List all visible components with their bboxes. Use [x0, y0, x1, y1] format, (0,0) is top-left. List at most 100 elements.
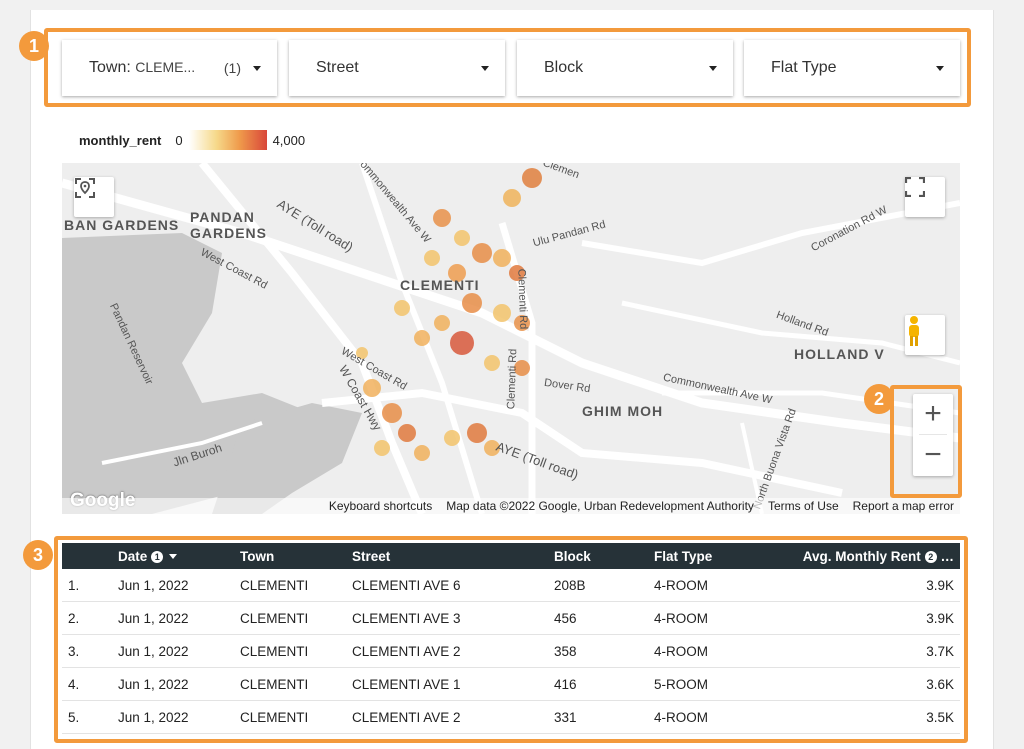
map-area-label: PANDAN GARDENS — [190, 209, 268, 241]
zoom-divider — [919, 434, 947, 435]
map-attribution: Keyboard shortcuts Map data ©2022 Google… — [62, 498, 960, 514]
callout-number: 3 — [23, 540, 53, 570]
map-area-label: BAN GARDENS — [64, 217, 180, 233]
flat-type-cell: 5-ROOM — [648, 667, 770, 701]
zoom-controls: + − — [913, 394, 953, 476]
info-icon[interactable]: 1 — [151, 550, 164, 563]
table-row[interactable]: 1. Jun 1, 2022 CLEMENTI CLEMENTI AVE 6 2… — [62, 569, 960, 602]
location-pin-icon — [75, 178, 95, 198]
block-cell: 331 — [548, 700, 648, 734]
location-button[interactable] — [74, 177, 114, 217]
town-cell: CLEMENTI — [234, 700, 346, 734]
block-filter-label: Block — [544, 59, 584, 76]
town-cell: CLEMENTI — [234, 601, 346, 635]
chevron-down-icon — [709, 65, 717, 71]
street-cell: CLEMENTI AVE 1 — [346, 667, 548, 701]
block-header[interactable]: Block — [554, 548, 591, 564]
info-icon[interactable]: 2 — [924, 550, 937, 563]
table-row[interactable]: 2. Jun 1, 2022 CLEMENTI CLEMENTI AVE 3 4… — [62, 601, 960, 635]
pegman-icon — [909, 316, 919, 346]
row-index: 1. — [62, 569, 112, 602]
block-cell: 358 — [548, 634, 648, 668]
row-index: 5. — [62, 700, 112, 734]
block-filter[interactable]: Block — [517, 40, 733, 96]
town-filter-value: CLEME... — [135, 59, 196, 75]
flat-type-header[interactable]: Flat Type — [654, 548, 713, 564]
town-filter-label-wrap: Town: CLEME... — [89, 59, 196, 76]
flat-type-filter-label: Flat Type — [771, 59, 837, 76]
street-cell: CLEMENTI AVE 3 — [346, 601, 548, 635]
block-cell: 416 — [548, 667, 648, 701]
town-filter-label: Town — [89, 59, 127, 76]
callout-box-table — [54, 536, 968, 743]
row-index: 3. — [62, 634, 112, 668]
date-cell: Jun 1, 2022 — [112, 700, 234, 734]
date-header[interactable]: Date 1 — [112, 543, 234, 569]
rent-header-label: Avg. Monthly Rent — [802, 548, 921, 564]
street-filter[interactable]: Street — [289, 40, 505, 96]
chevron-down-icon — [253, 65, 261, 71]
rent-cell: 3.7K — [770, 634, 960, 668]
terms-link[interactable]: Terms of Use — [767, 499, 839, 513]
flat-type-cell: 4-ROOM — [648, 634, 770, 668]
callout-number: 2 — [864, 384, 894, 414]
chevron-down-icon — [936, 65, 944, 71]
table-row[interactable]: 4. Jun 1, 2022 CLEMENTI CLEMENTI AVE 1 4… — [62, 667, 960, 701]
legend-max: 4,000 — [272, 132, 306, 148]
keyboard-shortcuts-link[interactable]: Keyboard shortcuts — [328, 499, 433, 513]
rent-cell: 3.9K — [770, 569, 960, 602]
chevron-down-icon — [481, 65, 489, 71]
street-header[interactable]: Street — [352, 548, 391, 564]
block-cell: 208B — [548, 569, 648, 602]
street-cell: CLEMENTI AVE 2 — [346, 634, 548, 668]
map-data-text: Map data ©2022 Google, Urban Redevelopme… — [446, 499, 754, 513]
zoom-in-button[interactable]: + — [924, 397, 942, 430]
rent-cell: 3.9K — [770, 601, 960, 635]
map-area-label: GHIM MOH — [582, 403, 664, 419]
town-filter-count: (1) — [223, 60, 241, 76]
sort-desc-icon[interactable] — [169, 554, 178, 560]
callout-number: 1 — [19, 31, 49, 61]
rent-cell: 3.6K — [770, 667, 960, 701]
legend-title: monthly_rent — [79, 132, 162, 148]
rent-table: Date 1 Town Street Block Flat Type Avg. M… — [62, 543, 960, 734]
flat-type-cell: 4-ROOM — [648, 569, 770, 602]
road-label: Clementi Rd — [505, 348, 520, 410]
street-cell: CLEMENTI AVE 6 — [346, 569, 548, 602]
town-cell: CLEMENTI — [234, 569, 346, 602]
rent-cell: 3.5K — [770, 700, 960, 734]
date-cell: Jun 1, 2022 — [112, 569, 234, 602]
fullscreen-button[interactable] — [905, 177, 945, 217]
report-error-link[interactable]: Report a map error — [852, 499, 954, 513]
callout-box-filters — [44, 28, 971, 107]
heatmap-legend: monthly_rent 0 4,000 — [62, 118, 960, 162]
heatmap-map[interactable]: BAN GARDENS PANDAN GARDENS CLEMENTI HOLL… — [62, 163, 960, 514]
map-area-label: CLEMENTI — [400, 277, 480, 293]
block-cell: 456 — [548, 601, 648, 635]
street-filter-label: Street — [316, 59, 359, 76]
town-filter[interactable]: Town: CLEME... (1) — [62, 40, 277, 96]
table-row[interactable]: 5. Jun 1, 2022 CLEMENTI CLEMENTI AVE 2 3… — [62, 700, 960, 734]
row-index: 4. — [62, 667, 112, 701]
table-row[interactable]: 3. Jun 1, 2022 CLEMENTI CLEMENTI AVE 2 3… — [62, 634, 960, 668]
town-cell: CLEMENTI — [234, 667, 346, 701]
fullscreen-icon — [905, 177, 925, 197]
date-header-label: Date — [118, 548, 148, 564]
callout-box-zoom — [890, 385, 962, 498]
date-cell: Jun 1, 2022 — [112, 601, 234, 635]
flat-type-cell: 4-ROOM — [648, 601, 770, 635]
town-header[interactable]: Town — [240, 548, 275, 564]
road-label: Clementi Rd — [515, 268, 530, 330]
date-cell: Jun 1, 2022 — [112, 667, 234, 701]
flat-type-filter[interactable]: Flat Type — [744, 40, 960, 96]
table-header-row: Date 1 Town Street Block Flat Type Avg. M… — [62, 543, 960, 569]
street-cell: CLEMENTI AVE 2 — [346, 700, 548, 734]
zoom-out-button[interactable]: − — [924, 438, 942, 471]
street-view-pegman[interactable] — [905, 315, 945, 355]
map-area-label: HOLLAND V — [794, 346, 885, 362]
legend-min: 0 — [175, 132, 183, 148]
town-cell: CLEMENTI — [234, 634, 346, 668]
date-cell: Jun 1, 2022 — [112, 634, 234, 668]
rent-header[interactable]: Avg. Monthly Rent 2 … — [802, 548, 954, 564]
row-index: 2. — [62, 601, 112, 635]
